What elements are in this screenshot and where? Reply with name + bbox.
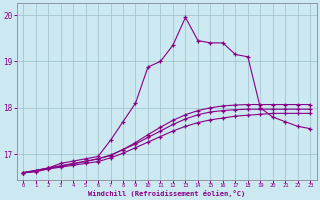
- X-axis label: Windchill (Refroidissement éolien,°C): Windchill (Refroidissement éolien,°C): [88, 190, 245, 197]
